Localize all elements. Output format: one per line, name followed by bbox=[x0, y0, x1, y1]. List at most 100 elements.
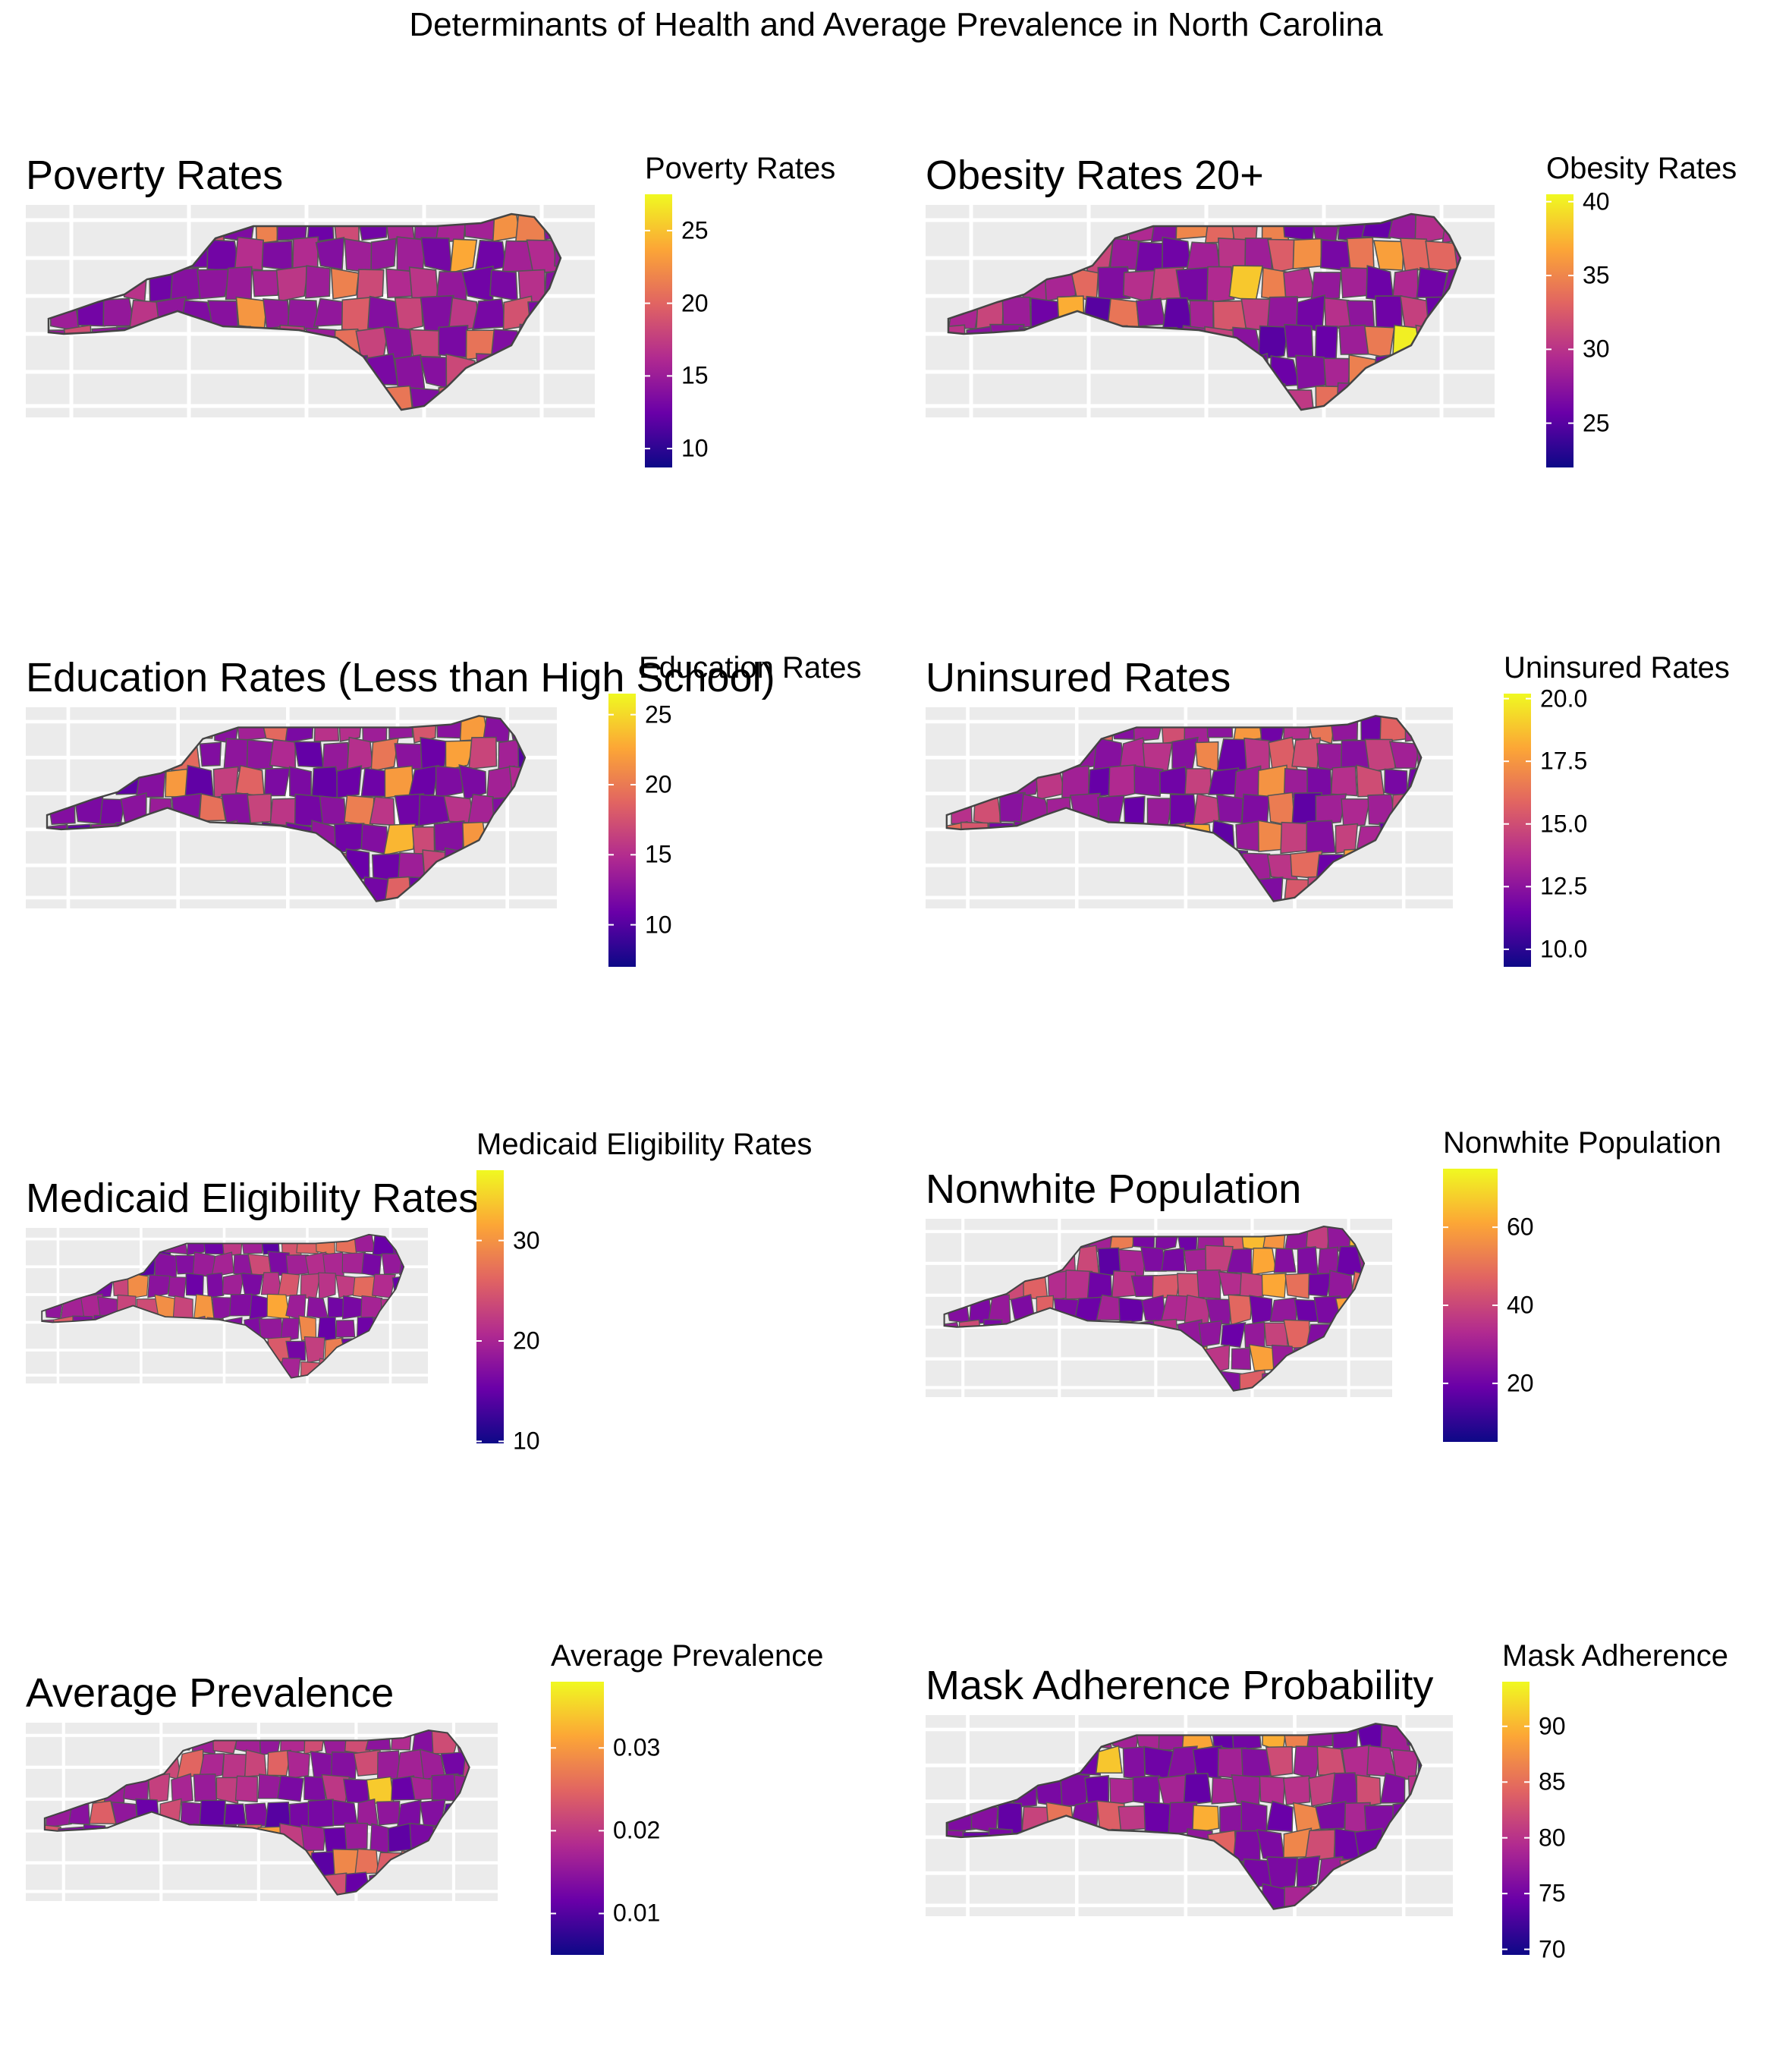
colorbar-gradient bbox=[551, 1682, 604, 1955]
county-polygon bbox=[1310, 272, 1342, 302]
county-polygon bbox=[277, 1273, 300, 1298]
county-polygon bbox=[286, 1750, 310, 1780]
county-polygon bbox=[1133, 765, 1164, 798]
county-polygon bbox=[407, 764, 439, 800]
panel-title: Average Prevalence bbox=[26, 1670, 395, 1716]
legend-tick-label: 25 bbox=[1583, 409, 1610, 437]
county-polygon bbox=[102, 297, 136, 327]
county-polygon bbox=[1111, 1270, 1137, 1298]
county-polygon bbox=[433, 820, 465, 853]
legend-title: Poverty Rates bbox=[645, 152, 836, 185]
county-polygon bbox=[222, 1753, 248, 1780]
county-polygon bbox=[1228, 1294, 1253, 1326]
county-polygon bbox=[377, 1750, 401, 1780]
county-polygon bbox=[1243, 1321, 1265, 1349]
county-polygon bbox=[168, 1276, 187, 1298]
legend-tick-label: 20 bbox=[681, 289, 709, 317]
county-polygon bbox=[300, 1824, 326, 1851]
county-polygon bbox=[315, 237, 345, 270]
county-polygon bbox=[147, 1274, 171, 1298]
county-polygon bbox=[247, 793, 272, 824]
county-polygon bbox=[1248, 1343, 1277, 1371]
county-polygon bbox=[1335, 823, 1359, 855]
county-polygon bbox=[1273, 1248, 1297, 1273]
legend-title: Education Rates bbox=[639, 651, 862, 685]
county-polygon bbox=[376, 1801, 401, 1826]
legend-tick-label: 40 bbox=[1583, 187, 1610, 216]
panel-title: Mask Adherence Probability bbox=[926, 1663, 1434, 1708]
colorbar-gradient bbox=[1502, 1682, 1529, 1955]
county-polygon bbox=[1086, 1271, 1113, 1299]
county-polygon bbox=[1317, 1246, 1339, 1276]
legend-tick-label: 20 bbox=[645, 770, 672, 798]
nc-county-map bbox=[26, 707, 557, 908]
county-polygon bbox=[304, 265, 331, 299]
county-polygon bbox=[1122, 1746, 1146, 1780]
county-polygon bbox=[361, 1252, 382, 1277]
county-polygon bbox=[192, 1251, 215, 1278]
county-polygon bbox=[458, 763, 487, 801]
nc-county-map bbox=[26, 1228, 428, 1383]
state-outline bbox=[945, 715, 1423, 902]
county-polygon bbox=[331, 1751, 357, 1780]
legend-tick-label: 0.03 bbox=[613, 1733, 661, 1761]
county-polygon bbox=[1392, 268, 1419, 300]
county-polygon bbox=[1146, 798, 1173, 829]
county-polygon bbox=[1162, 236, 1192, 269]
county-polygon bbox=[449, 238, 478, 274]
legend-colorbar bbox=[551, 1682, 604, 1955]
county-polygon bbox=[1265, 1800, 1294, 1833]
county-polygon bbox=[1294, 1298, 1320, 1323]
county-polygon bbox=[234, 236, 265, 271]
legend-tick-label: 70 bbox=[1539, 1935, 1566, 1963]
county-polygon bbox=[206, 1272, 225, 1298]
state-outline bbox=[943, 1226, 1366, 1392]
county-polygon bbox=[420, 294, 454, 332]
county-polygon bbox=[1249, 1295, 1273, 1324]
county-polygon bbox=[171, 1773, 193, 1805]
county-polygon bbox=[285, 1340, 307, 1361]
county-polygon bbox=[198, 1753, 225, 1781]
legend-colorbar bbox=[1502, 1682, 1529, 1955]
legend-title: Obesity Rates bbox=[1546, 152, 1737, 185]
county-polygon bbox=[215, 1777, 239, 1805]
county-polygon bbox=[199, 1799, 226, 1830]
county-polygon bbox=[1284, 323, 1314, 358]
county-polygon bbox=[261, 240, 293, 272]
county-polygon bbox=[1109, 238, 1140, 270]
legend-tick-label: 20 bbox=[513, 1327, 540, 1355]
county-polygon bbox=[344, 795, 375, 826]
county-polygon bbox=[196, 269, 231, 300]
colorbar-gradient bbox=[1546, 194, 1574, 467]
county-polygon bbox=[294, 741, 324, 768]
county-polygon bbox=[408, 266, 439, 302]
panel-nonwhite: Nonwhite Population Nonwhite Population … bbox=[926, 1126, 1768, 1545]
county-polygon bbox=[1417, 1747, 1422, 1776]
county-polygon bbox=[517, 737, 525, 770]
county-polygon bbox=[1211, 1777, 1237, 1805]
panel-title: Uninsured Rates bbox=[926, 655, 1231, 700]
county-polygon bbox=[1095, 1745, 1123, 1774]
county-polygon bbox=[344, 238, 373, 274]
county-polygon bbox=[1319, 239, 1351, 272]
legend-tick-label: 20 bbox=[1507, 1369, 1534, 1397]
legend-colorbar bbox=[476, 1170, 504, 1443]
county-polygon bbox=[1184, 768, 1212, 795]
colorbar-gradient bbox=[476, 1170, 504, 1443]
panel-title: Medicaid Eligibility Rates bbox=[26, 1176, 479, 1221]
county-polygon bbox=[1161, 1248, 1186, 1272]
county-polygon bbox=[330, 267, 360, 300]
county-polygon bbox=[240, 1273, 264, 1298]
legend-tick-label: 35 bbox=[1583, 261, 1610, 289]
county-polygon bbox=[1388, 741, 1420, 770]
county-polygon bbox=[1239, 1271, 1264, 1299]
legend-tick-label: 30 bbox=[513, 1226, 540, 1254]
colorbar-gradient bbox=[1504, 694, 1531, 967]
county-polygon bbox=[1205, 1298, 1233, 1325]
county-polygon bbox=[1315, 1800, 1347, 1830]
county-polygon bbox=[1263, 1322, 1289, 1348]
state-outline bbox=[43, 1730, 470, 1896]
county-polygon bbox=[472, 298, 508, 330]
panel-medicaid: Medicaid Eligibility Rates Medicaid Elig… bbox=[26, 1128, 868, 1554]
county-polygon bbox=[370, 737, 399, 773]
